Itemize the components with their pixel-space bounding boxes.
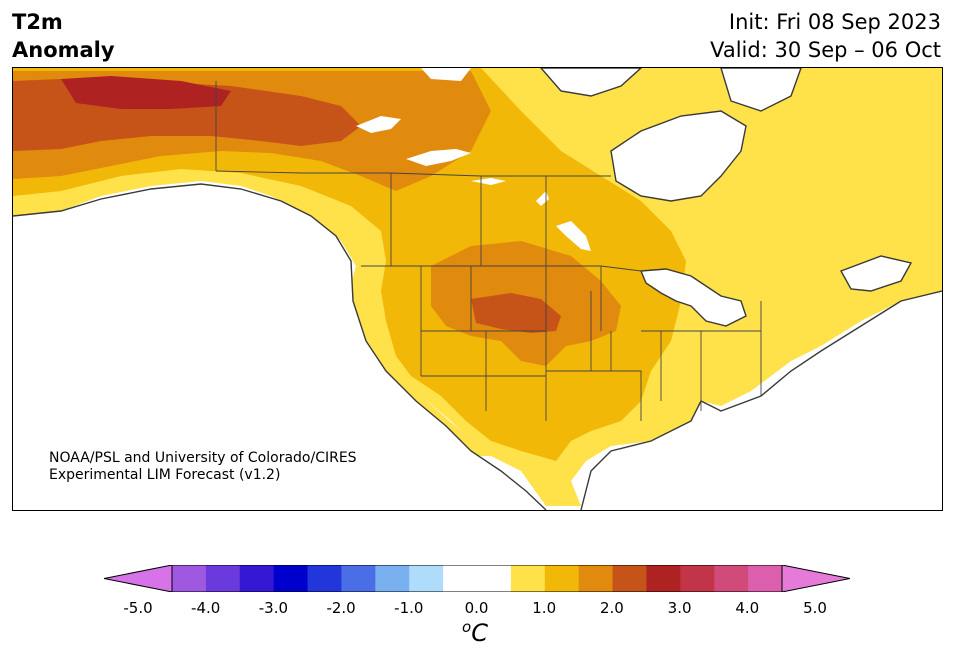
colorbar-segment xyxy=(578,565,614,592)
units-label: oC xyxy=(462,618,488,647)
coastlines xyxy=(13,68,942,510)
colorbar-tick-label: -1.0 xyxy=(394,599,424,617)
colorbar-tick-label: 2.0 xyxy=(599,599,624,617)
init-date: Init: Fri 08 Sep 2023 xyxy=(728,10,941,34)
colorbar-segment xyxy=(680,565,715,592)
colorbar-segment xyxy=(307,565,342,592)
title-line-1: T2m xyxy=(12,10,63,34)
colorbar-extend-high xyxy=(781,565,850,592)
colorbar-segment xyxy=(239,565,275,592)
colorbar-extend-low xyxy=(104,565,173,592)
colorbar-segment xyxy=(544,565,580,592)
colorbar-segment xyxy=(477,565,512,592)
colorbar xyxy=(104,565,850,592)
colorbar-segment xyxy=(205,565,241,592)
colorbar-tick-label: -4.0 xyxy=(191,599,221,617)
colorbar-tick-labels: -5.0 -4.0 -3.0 -2.0 -1.0 0.0 1.0 2.0 3.0 4.0 5.0 xyxy=(0,599,953,619)
anomaly-region-2 xyxy=(13,68,686,461)
map-svg xyxy=(13,68,942,510)
colorbar-segment xyxy=(273,565,309,592)
colorbar-tick-label: -5.0 xyxy=(123,599,153,617)
colorbar-tick-label: 4.0 xyxy=(735,599,760,617)
colorbar-segment xyxy=(612,565,647,592)
units-celsius: C xyxy=(471,619,488,647)
colorbar-tick-label: 3.0 xyxy=(667,599,692,617)
colorbar-segment xyxy=(375,565,410,592)
credit-line-2: Experimental LIM Forecast (v1.2) xyxy=(49,467,281,483)
colorbar-segment xyxy=(748,565,783,592)
title-line-2: Anomaly xyxy=(12,38,115,62)
colorbar-segment xyxy=(172,565,207,592)
units-degree: o xyxy=(462,618,472,636)
colorbar-segment xyxy=(341,565,376,592)
colorbar-segment xyxy=(510,565,546,592)
map-title: T2m Anomaly xyxy=(12,8,115,64)
political-borders xyxy=(215,81,762,421)
valid-date: Valid: 30 Sep – 06 Oct xyxy=(710,38,941,62)
colorbar-segment xyxy=(409,565,444,592)
colorbar-segments xyxy=(172,565,783,592)
credit-line-1: NOAA/PSL and University of Colorado/CIRE… xyxy=(49,450,357,466)
anomaly-map xyxy=(12,67,943,511)
forecast-dates: Init: Fri 08 Sep 2023 Valid: 30 Sep – 06… xyxy=(710,8,941,64)
colorbar-tick-label: 5.0 xyxy=(803,599,827,617)
colorbar-tick-label: 0.0 xyxy=(464,599,489,617)
colorbar-segment xyxy=(646,565,681,592)
colorbar-segment xyxy=(443,565,478,592)
colorbar-tick-label: -2.0 xyxy=(326,599,356,617)
colorbar-tick-label: 1.0 xyxy=(532,599,557,617)
anomaly-region-5 xyxy=(61,76,231,109)
colorbar-segment xyxy=(714,565,749,592)
forecast-credit: NOAA/PSL and University of Colorado/CIRE… xyxy=(49,450,357,484)
colorbar-tick-label: -3.0 xyxy=(258,599,289,617)
